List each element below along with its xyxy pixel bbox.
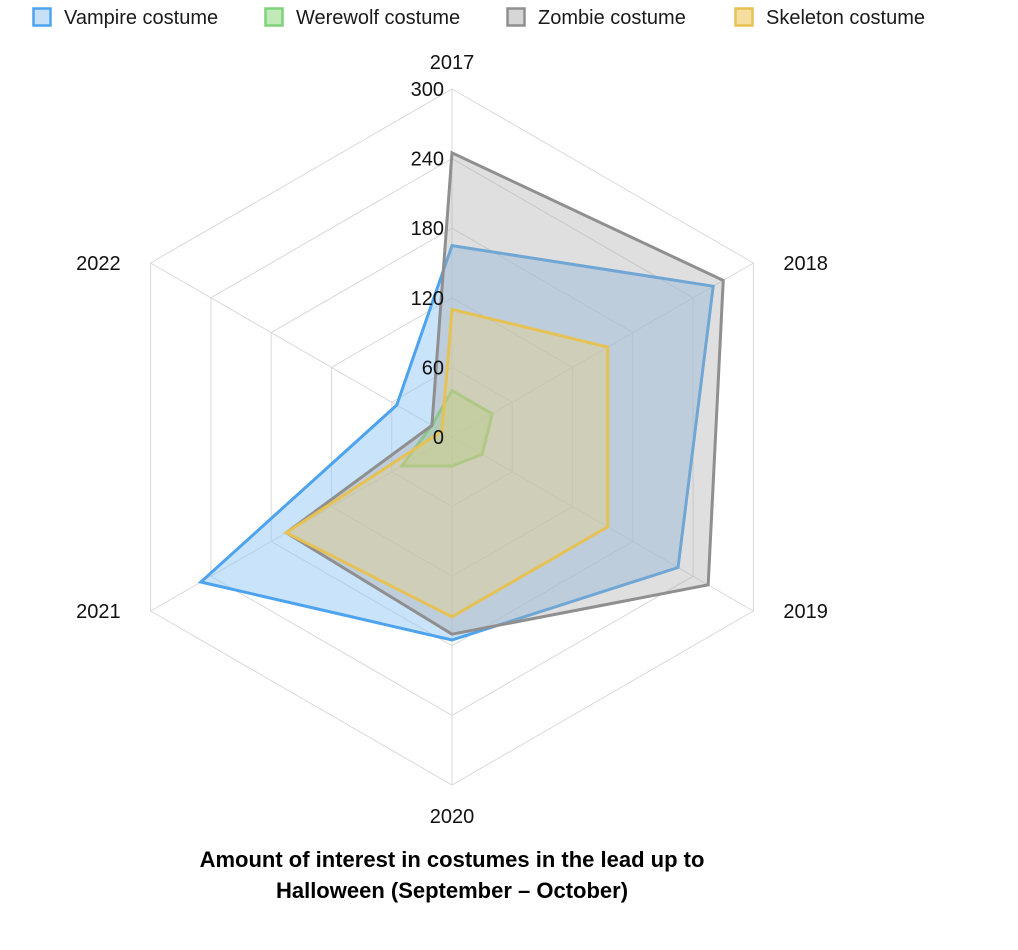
series-area-skeleton-costume <box>283 307 610 619</box>
legend-item-skeleton-costume[interactable]: Skeleton costume <box>734 7 925 29</box>
radial-tick-labels: 0 60 120 180 240 300 <box>411 79 444 449</box>
category-labels: 2017 2018 2019 2020 2021 2022 <box>76 52 828 828</box>
legend-item-vampire-costume[interactable]: Vampire costume <box>32 7 219 29</box>
legend-label: Skeleton costume <box>766 7 925 29</box>
category-label-2022: 2022 <box>76 253 121 275</box>
category-label-2019: 2019 <box>783 601 828 623</box>
tick-label-240: 240 <box>411 149 444 171</box>
tick-label-60: 60 <box>422 357 444 379</box>
category-label-2020: 2020 <box>430 806 475 828</box>
legend-label: Zombie costume <box>538 7 686 29</box>
category-label-2017: 2017 <box>430 52 475 74</box>
category-label-2021: 2021 <box>76 601 121 623</box>
chart-title-line-2: Halloween (September – October) <box>276 878 628 903</box>
legend-label: Werewolf costume <box>296 7 460 29</box>
series-layer <box>197 150 725 642</box>
chart-legend[interactable]: Vampire costume Werewolf costume Zombie co… <box>32 7 925 29</box>
tick-label-300: 300 <box>411 79 444 101</box>
tick-label-120: 120 <box>411 288 444 310</box>
legend-label: Vampire costume <box>64 7 218 29</box>
tick-label-0: 0 <box>433 427 444 449</box>
legend-item-werewolf-costume[interactable]: Werewolf costume <box>264 7 461 29</box>
legend-swatch <box>506 7 526 27</box>
tick-label-180: 180 <box>411 218 444 240</box>
chart-title-line-1: Amount of interest in costumes in the le… <box>200 847 705 872</box>
legend-item-zombie-costume[interactable]: Zombie costume <box>506 7 686 29</box>
legend-swatch <box>264 7 284 27</box>
legend-swatch <box>32 7 52 27</box>
legend-swatch <box>734 7 754 27</box>
category-label-2018: 2018 <box>783 253 828 275</box>
series-area-zombie-costume <box>283 150 725 636</box>
